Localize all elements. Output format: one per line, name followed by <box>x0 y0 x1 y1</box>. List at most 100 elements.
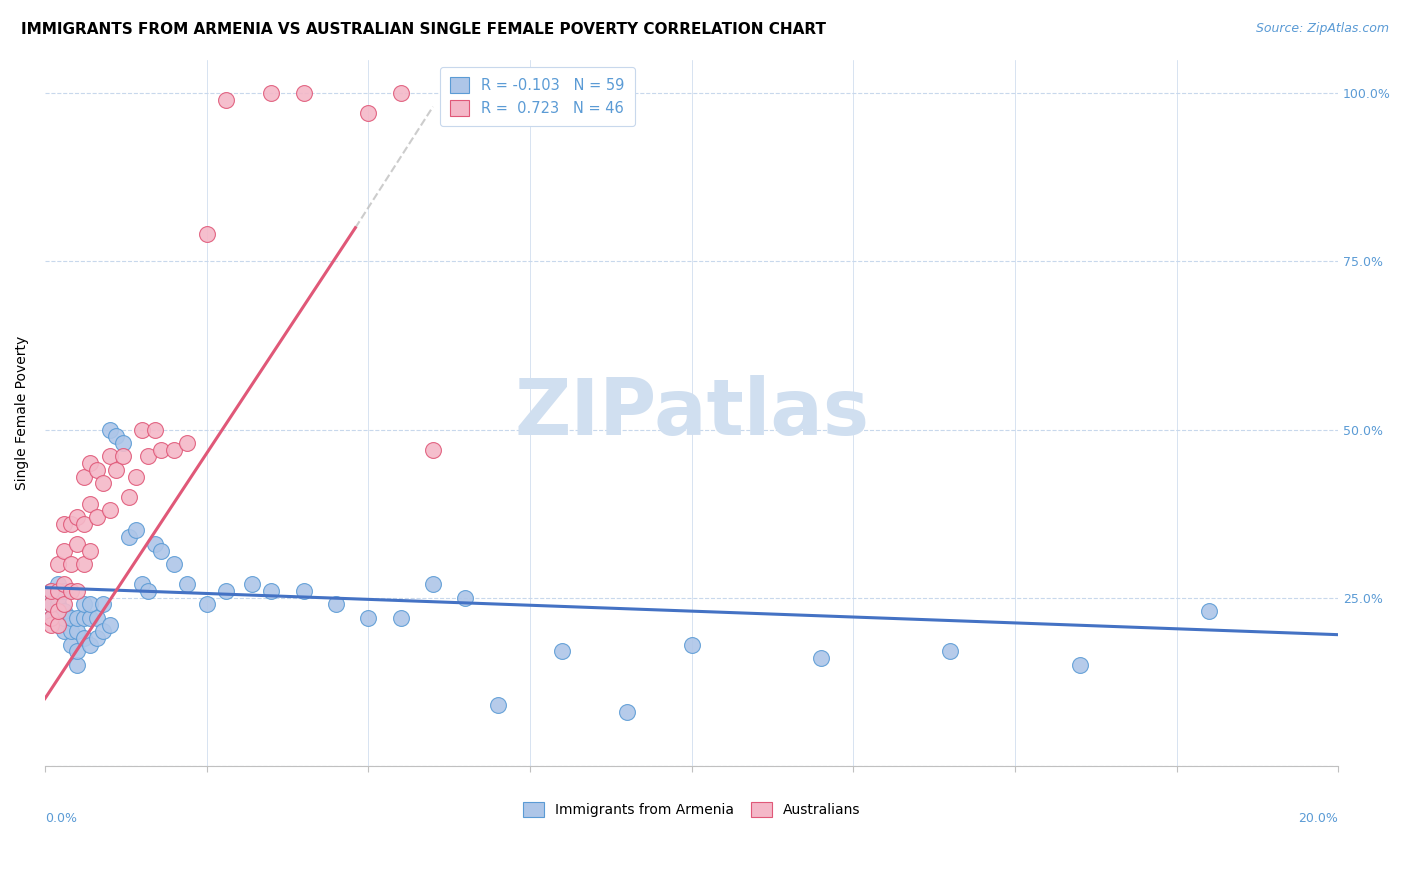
Point <box>46 577 69 591</box>
Point <box>41 598 63 612</box>
Point <box>810 651 832 665</box>
Point <box>138 584 160 599</box>
Point <box>422 442 444 457</box>
Point <box>260 87 283 101</box>
Point <box>53 624 76 639</box>
Point <box>53 598 76 612</box>
Point <box>86 510 108 524</box>
Point <box>66 537 89 551</box>
Point <box>79 638 101 652</box>
Point <box>260 584 283 599</box>
Text: IMMIGRANTS FROM ARMENIA VS AUSTRALIAN SINGLE FEMALE POVERTY CORRELATION CHART: IMMIGRANTS FROM ARMENIA VS AUSTRALIAN SI… <box>21 22 827 37</box>
Point <box>66 510 89 524</box>
Point <box>176 436 198 450</box>
Point <box>41 598 63 612</box>
Point <box>215 93 238 107</box>
Point <box>163 557 186 571</box>
Point <box>195 227 218 242</box>
Point <box>551 644 574 658</box>
Point <box>46 598 69 612</box>
Point <box>143 423 166 437</box>
Point <box>73 516 96 531</box>
Point <box>59 557 82 571</box>
Point <box>59 638 82 652</box>
Point <box>150 543 173 558</box>
Point <box>176 577 198 591</box>
Point <box>91 598 114 612</box>
Point <box>454 591 477 605</box>
Point <box>79 496 101 510</box>
Text: Source: ZipAtlas.com: Source: ZipAtlas.com <box>1256 22 1389 36</box>
Point <box>105 463 128 477</box>
Point <box>118 490 141 504</box>
Point <box>86 463 108 477</box>
Point <box>86 631 108 645</box>
Point <box>357 611 380 625</box>
Point <box>46 617 69 632</box>
Point <box>1069 657 1091 672</box>
Point <box>240 577 263 591</box>
Point <box>131 423 153 437</box>
Point <box>98 503 121 517</box>
Point <box>73 611 96 625</box>
Point <box>124 524 146 538</box>
Point <box>118 530 141 544</box>
Text: ZIPatlas: ZIPatlas <box>515 375 869 450</box>
Point <box>53 516 76 531</box>
Text: 20.0%: 20.0% <box>1298 812 1339 825</box>
Point <box>53 611 76 625</box>
Point <box>46 591 69 605</box>
Point <box>41 611 63 625</box>
Point <box>389 611 412 625</box>
Point <box>195 598 218 612</box>
Point <box>79 543 101 558</box>
Point <box>46 604 69 618</box>
Point <box>138 450 160 464</box>
Point <box>325 598 347 612</box>
Point <box>486 698 509 713</box>
Point <box>79 456 101 470</box>
Point <box>46 557 69 571</box>
Point <box>91 476 114 491</box>
Point <box>46 604 69 618</box>
Point <box>79 598 101 612</box>
Point <box>59 516 82 531</box>
Point <box>215 584 238 599</box>
Point <box>73 631 96 645</box>
Point <box>66 624 89 639</box>
Point <box>66 657 89 672</box>
Point <box>292 584 315 599</box>
Point <box>79 611 101 625</box>
Point <box>41 617 63 632</box>
Point <box>143 537 166 551</box>
Point <box>66 611 89 625</box>
Text: 0.0%: 0.0% <box>45 812 77 825</box>
Point <box>53 604 76 618</box>
Point <box>41 584 63 599</box>
Point <box>53 584 76 599</box>
Point <box>46 617 69 632</box>
Point <box>86 611 108 625</box>
Point <box>111 450 134 464</box>
Point <box>73 598 96 612</box>
Point <box>46 584 69 599</box>
Point <box>150 442 173 457</box>
Point <box>73 469 96 483</box>
Point <box>422 577 444 591</box>
Point <box>98 423 121 437</box>
Point <box>53 577 76 591</box>
Point <box>105 429 128 443</box>
Point <box>41 611 63 625</box>
Point <box>163 442 186 457</box>
Point <box>939 644 962 658</box>
Point <box>124 469 146 483</box>
Point <box>616 705 638 719</box>
Point <box>66 644 89 658</box>
Point <box>41 584 63 599</box>
Point <box>98 617 121 632</box>
Point <box>111 436 134 450</box>
Y-axis label: Single Female Poverty: Single Female Poverty <box>15 335 30 490</box>
Point <box>131 577 153 591</box>
Point <box>681 638 703 652</box>
Point <box>292 87 315 101</box>
